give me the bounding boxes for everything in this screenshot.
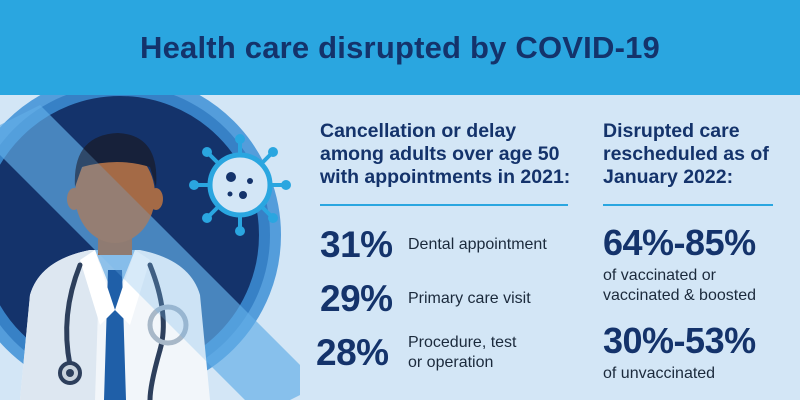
stat-label-line: of vaccinated or <box>603 267 716 284</box>
doctor-illustration <box>0 95 300 400</box>
left-title-line: with appointments in 2021: <box>320 166 571 188</box>
stat-row-primary-care: 29% Primary care visit <box>320 278 531 320</box>
header-banner: Health care disrupted by COVID-19 <box>0 0 800 95</box>
right-title-line: January 2022: <box>603 166 734 188</box>
stat-label-vaccinated: of vaccinated or vaccinated & boosted <box>603 266 756 306</box>
stat-label-line: vaccinated & boosted <box>603 287 756 304</box>
stat-row-procedure: 28% Procedure, test or operation <box>316 332 517 374</box>
stat-label-line: or operation <box>408 354 494 371</box>
stat-label-unvaccinated: of unvaccinated <box>603 365 716 382</box>
stat-label: Procedure, test or operation <box>408 333 517 373</box>
stat-value: 28% <box>316 332 389 373</box>
left-divider <box>320 204 568 206</box>
left-title-line: Cancellation or delay <box>320 120 517 142</box>
left-column-title: Cancellation or delay among adults over … <box>320 120 570 189</box>
right-title-line: rescheduled as of <box>603 143 769 165</box>
page-title: Health care disrupted by COVID-19 <box>140 29 660 65</box>
stat-label: Dental appointment <box>408 236 547 253</box>
stat-value-vaccinated: 64%-85% <box>603 222 756 263</box>
right-divider <box>603 204 773 206</box>
stat-label-line: Procedure, test <box>408 334 517 351</box>
left-title-line: among adults over age 50 <box>320 143 560 165</box>
stat-value-unvaccinated: 30%-53% <box>603 320 756 361</box>
right-column-title: Disrupted care rescheduled as of January… <box>603 120 769 189</box>
stat-row-dental: 31% Dental appointment <box>320 224 547 266</box>
stat-value: 29% <box>320 278 393 319</box>
stat-value: 31% <box>320 224 393 265</box>
right-title-line: Disrupted care <box>603 120 740 142</box>
virus-icon <box>189 134 291 236</box>
stat-label: Primary care visit <box>408 290 531 307</box>
